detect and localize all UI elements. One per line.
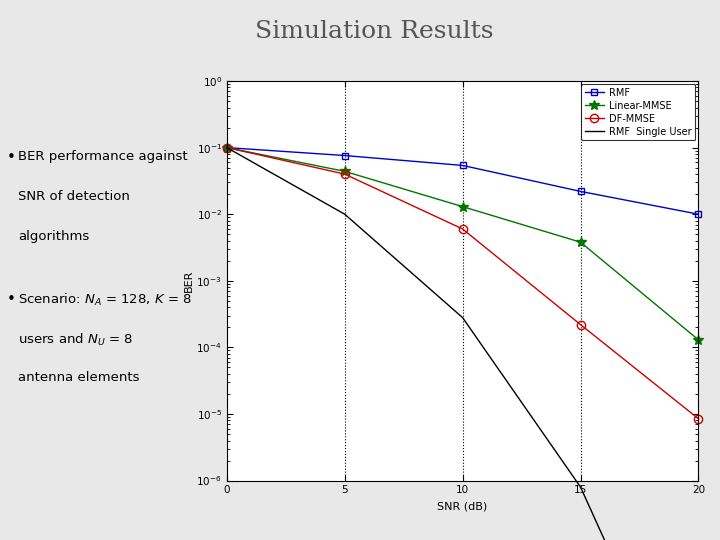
RMF  Single User: [576, 484, 585, 490]
Text: antenna elements: antenna elements: [18, 372, 140, 384]
RMF  Single User: [222, 144, 231, 151]
Y-axis label: BER: BER: [184, 269, 194, 292]
Line: Linear-MMSE: Linear-MMSE: [222, 143, 703, 345]
Linear-MMSE: [459, 204, 467, 210]
Line: RMF  Single User: RMF Single User: [227, 147, 698, 540]
Linear-MMSE: [576, 239, 585, 245]
Line: RMF: RMF: [223, 144, 702, 218]
DF-MMSE: [694, 415, 703, 422]
Text: •: •: [7, 292, 16, 307]
DF-MMSE: [459, 226, 467, 232]
Linear-MMSE: [222, 144, 231, 151]
X-axis label: SNR (dB): SNR (dB): [438, 501, 487, 511]
Text: BER performance against: BER performance against: [18, 150, 187, 163]
Linear-MMSE: [694, 336, 703, 343]
RMF: [576, 188, 585, 194]
DF-MMSE: [576, 321, 585, 328]
RMF: [341, 152, 349, 159]
RMF  Single User: [341, 211, 349, 218]
DF-MMSE: [222, 144, 231, 151]
Linear-MMSE: [341, 168, 349, 174]
Text: users and $N_U$ = 8: users and $N_U$ = 8: [18, 332, 133, 348]
DF-MMSE: [341, 171, 349, 177]
Line: DF-MMSE: DF-MMSE: [222, 144, 703, 423]
RMF: [694, 211, 703, 218]
Text: Simulation Results: Simulation Results: [255, 20, 494, 43]
RMF  Single User: [459, 314, 467, 321]
Text: Scenario: $N_A$ = 128, $K$ = 8: Scenario: $N_A$ = 128, $K$ = 8: [18, 292, 192, 308]
Text: algorithms: algorithms: [18, 230, 89, 242]
RMF: [222, 144, 231, 151]
Legend: RMF, Linear-MMSE, DF-MMSE, RMF  Single User: RMF, Linear-MMSE, DF-MMSE, RMF Single Us…: [581, 84, 696, 140]
Text: SNR of detection: SNR of detection: [18, 190, 130, 202]
Text: •: •: [7, 150, 16, 165]
RMF: [459, 162, 467, 168]
